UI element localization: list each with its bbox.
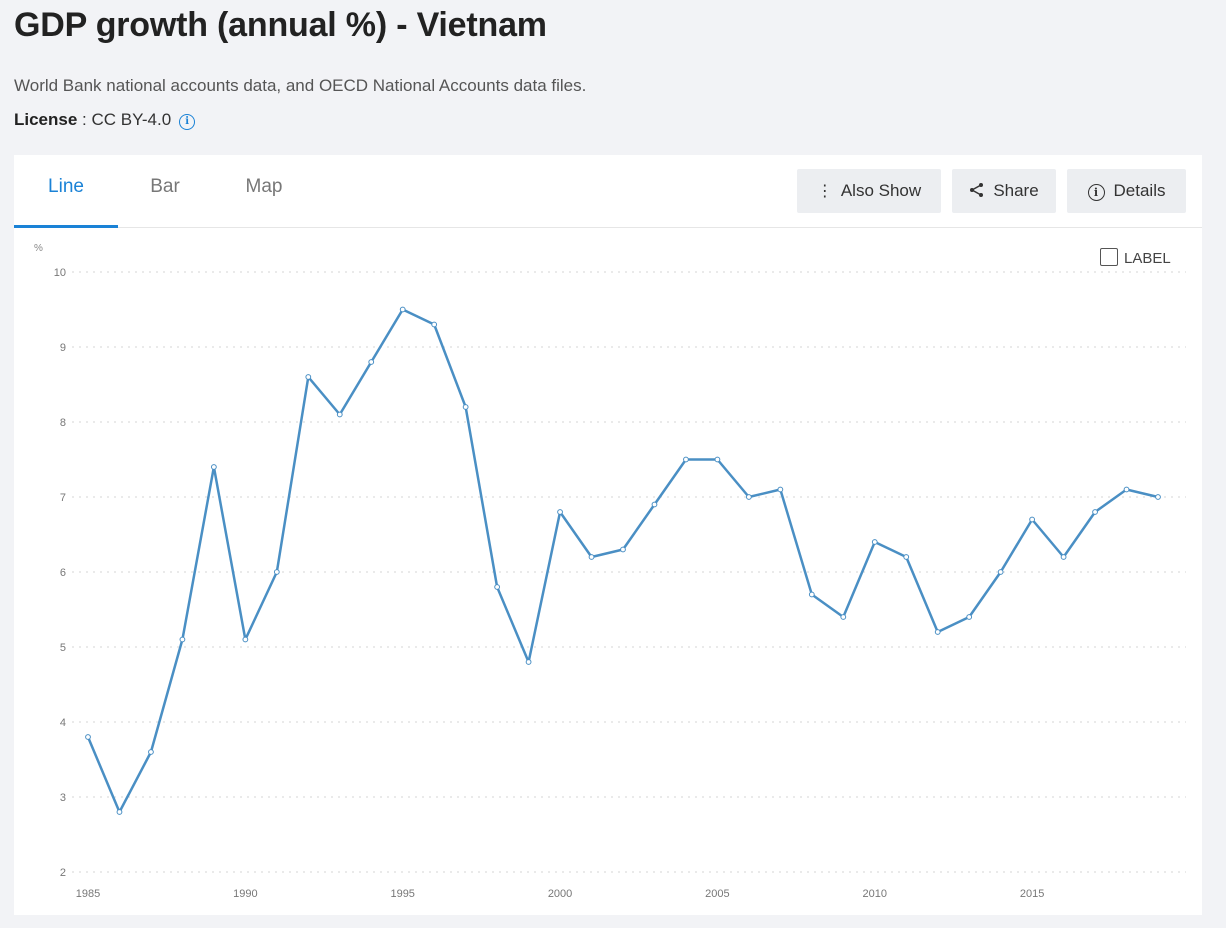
data-point	[934, 629, 941, 635]
license-label: License	[14, 110, 78, 129]
y-tick-label: 4	[60, 717, 66, 729]
data-point	[85, 734, 91, 740]
page-title: GDP growth (annual %) - Vietnam	[14, 6, 547, 44]
data-point	[651, 501, 658, 508]
x-tick-label: 1995	[390, 888, 414, 900]
share-button[interactable]: Share	[952, 169, 1056, 213]
y-tick-label: 9	[60, 342, 66, 354]
x-tick-label: 1990	[233, 888, 257, 900]
x-tick-label: 2015	[1020, 888, 1044, 900]
x-tick-label: 2010	[863, 888, 887, 900]
line-chart: % 2 3 4 5 6 7 8 9 10 1985 1990 1995 2000 2005 2010 2015	[34, 243, 1186, 900]
chart-card: Line Bar Map ⋮ Also Show Share i Details %…	[14, 155, 1202, 915]
data-point	[179, 636, 186, 643]
data-point	[808, 591, 815, 598]
tab-map[interactable]: Map	[245, 176, 283, 197]
license: License : CC BY-4.0 i	[14, 110, 196, 130]
y-tick-label: 10	[54, 267, 66, 279]
details-button[interactable]: i Details	[1067, 169, 1186, 213]
source-text: World Bank national accounts data, and O…	[14, 76, 587, 95]
data-point	[1060, 554, 1067, 560]
vertical-dots-icon: ⋮	[816, 183, 833, 200]
data-point	[620, 546, 626, 553]
x-tick-label: 2005	[705, 888, 729, 900]
data-point	[997, 569, 1004, 575]
y-tick-label: 7	[60, 492, 66, 504]
data-point	[1123, 486, 1130, 493]
data-point	[336, 411, 343, 418]
also-show-label: Also Show	[840, 181, 922, 200]
info-circle-icon: i	[1087, 184, 1105, 201]
share-icon	[970, 183, 984, 197]
label-toggle[interactable]: LABEL	[1100, 248, 1171, 267]
tab-line[interactable]: Line	[14, 155, 118, 228]
x-tick-label: 2000	[548, 888, 572, 900]
y-tick-label: 5	[60, 642, 66, 654]
data-point	[273, 569, 280, 575]
data-point	[840, 614, 847, 620]
data-point	[494, 584, 501, 590]
y-tick-label: 6	[60, 567, 66, 579]
license-value: : CC BY-4.0	[77, 110, 172, 129]
tab-bar: Line Bar Map ⋮ Also Show Share i Details	[14, 155, 1202, 228]
data-point	[714, 456, 721, 463]
data-point	[242, 636, 249, 643]
x-tick-label: 1985	[76, 888, 100, 900]
data-point	[305, 374, 312, 380]
data-point	[462, 404, 469, 410]
series-line	[86, 308, 1159, 814]
data-point	[557, 509, 563, 515]
data-point	[966, 614, 973, 620]
data-point	[368, 359, 375, 365]
data-point	[525, 659, 532, 665]
data-point	[903, 554, 910, 560]
info-icon[interactable]: i	[179, 114, 196, 130]
data-point	[116, 809, 123, 815]
y-tick-label: 8	[60, 417, 66, 429]
also-show-button[interactable]: ⋮ Also Show	[797, 169, 941, 213]
data-point	[1029, 516, 1036, 523]
data-point	[1092, 509, 1098, 515]
data-point	[777, 486, 784, 493]
data-point	[871, 539, 878, 545]
tab-bar-chart[interactable]: Bar	[150, 176, 180, 197]
y-unit-label: %	[34, 243, 43, 254]
data-point	[588, 554, 595, 560]
share-label: Share	[993, 181, 1039, 200]
data-point	[148, 749, 154, 755]
data-point	[1155, 494, 1161, 500]
label-toggle-text: LABEL	[1124, 250, 1171, 267]
y-tick-label: 2	[60, 867, 66, 879]
y-tick-label: 3	[60, 792, 66, 804]
details-label: Details	[1113, 181, 1166, 200]
data-point	[431, 321, 438, 328]
data-point	[745, 494, 752, 500]
label-checkbox[interactable]	[1100, 248, 1118, 266]
data-point	[683, 456, 689, 463]
data-point	[399, 306, 406, 313]
data-point	[210, 464, 217, 470]
